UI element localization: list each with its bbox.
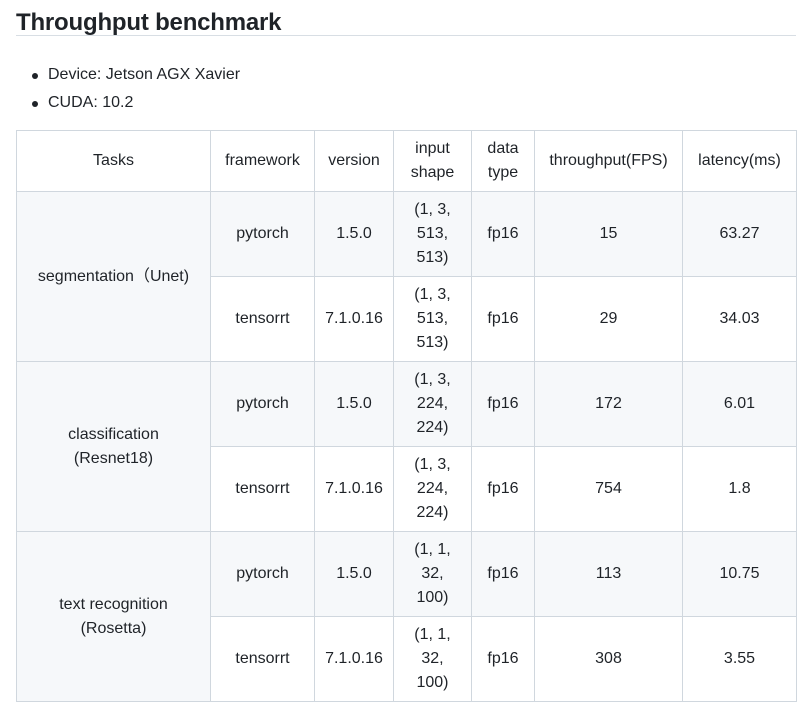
input-shape-line: 100) (416, 674, 449, 691)
input-shape-cell: (1, 1, 32, 100) (393, 531, 472, 617)
input-shape-cell: (1, 3, 224, 224) (393, 361, 472, 447)
input-shape-cell: (1, 3, 224, 224) (393, 446, 472, 532)
task-cell: text recognition (Rosetta) (16, 531, 211, 702)
task-cell: segmentation（Unet) (16, 191, 211, 362)
header-tasks: Tasks (16, 130, 211, 192)
framework-cell: tensorrt (210, 616, 315, 702)
latency-cell: 3.55 (682, 616, 797, 702)
table-header-row: Tasks framework version input shape data… (16, 130, 797, 192)
latency-cell: 10.75 (682, 531, 797, 617)
input-shape-line: 224) (416, 504, 449, 521)
throughput-cell: 308 (534, 616, 683, 702)
data-type-cell: fp16 (471, 361, 535, 447)
input-shape-line: 513) (416, 334, 449, 351)
data-type-cell: fp16 (471, 191, 535, 277)
input-shape-cell: (1, 3, 513, 513) (393, 191, 472, 277)
input-shape-cell: (1, 3, 513, 513) (393, 276, 472, 362)
input-shape-line: (1, 3, (414, 371, 451, 388)
header-input-shape-line: input (415, 140, 450, 157)
framework-cell: pytorch (210, 531, 315, 617)
latency-cell: 63.27 (682, 191, 797, 277)
input-shape-cell: (1, 1, 32, 100) (393, 616, 472, 702)
latency-cell: 1.8 (682, 446, 797, 532)
table-row: text recognition (Rosetta) pytorch 1.5.0… (16, 531, 797, 702)
header-version: version (314, 130, 394, 192)
input-shape-line: 513) (416, 249, 449, 266)
framework-cell: tensorrt (210, 276, 315, 362)
input-shape-line: (1, 1, (414, 541, 451, 558)
input-shape-line: 32, (421, 650, 444, 667)
task-model: (Resnet18) (73, 449, 154, 467)
spec-item-cuda: CUDA: 10.2 (31, 89, 240, 117)
header-data-type-line: type (487, 164, 519, 181)
version-cell: 7.1.0.16 (314, 446, 394, 532)
input-shape-line: (1, 3, (414, 201, 451, 218)
input-shape-line: (1, 1, (414, 626, 451, 643)
page-title: Throughput benchmark (16, 0, 796, 36)
spec-item-device: Device: Jetson AGX Xavier (31, 61, 240, 89)
input-shape-line: 224) (416, 419, 449, 436)
task-name: classification (68, 425, 159, 443)
version-cell: 1.5.0 (314, 191, 394, 277)
header-throughput: throughput(FPS) (534, 130, 683, 192)
throughput-cell: 15 (534, 191, 683, 277)
task-model: (Rosetta) (80, 619, 147, 637)
input-shape-line: 513, (416, 310, 449, 327)
table-row: classification (Resnet18) pytorch 1.5.0 … (16, 361, 797, 532)
header-data-type: data type (471, 130, 535, 192)
framework-cell: pytorch (210, 361, 315, 447)
data-type-cell: fp16 (471, 446, 535, 532)
input-shape-line: 224, (416, 480, 449, 497)
data-type-cell: fp16 (471, 531, 535, 617)
data-type-cell: fp16 (471, 276, 535, 362)
input-shape-line: (1, 3, (414, 286, 451, 303)
input-shape-line: 32, (421, 565, 444, 582)
header-framework: framework (210, 130, 315, 192)
task-cell: classification (Resnet18) (16, 361, 211, 532)
framework-cell: pytorch (210, 191, 315, 277)
latency-cell: 34.03 (682, 276, 797, 362)
document: Throughput benchmark Device: Jetson AGX … (16, 0, 797, 702)
version-cell: 7.1.0.16 (314, 616, 394, 702)
version-cell: 7.1.0.16 (314, 276, 394, 362)
input-shape-line: 513, (416, 225, 449, 242)
latency-cell: 6.01 (682, 361, 797, 447)
throughput-cell: 113 (534, 531, 683, 617)
data-type-cell: fp16 (471, 616, 535, 702)
throughput-cell: 754 (534, 446, 683, 532)
framework-cell: tensorrt (210, 446, 315, 532)
spec-list: Device: Jetson AGX Xavier CUDA: 10.2 (16, 61, 240, 117)
header-input-shape-line: shape (410, 164, 455, 181)
task-name: segmentation（Unet) (37, 267, 190, 285)
input-shape-line: 100) (416, 589, 449, 606)
throughput-cell: 29 (534, 276, 683, 362)
benchmark-table: Tasks framework version input shape data… (16, 130, 797, 702)
table-row: tensorrt 7.1.0.16 (1, 3, 513, 513) fp16 … (16, 276, 797, 362)
header-data-type-line: data (487, 140, 519, 157)
input-shape-line: (1, 3, (414, 456, 451, 473)
throughput-cell: 172 (534, 361, 683, 447)
input-shape-line: 224, (416, 395, 449, 412)
header-input-shape: input shape (393, 130, 472, 192)
table-row: segmentation（Unet) pytorch 1.5.0 (1, 3, … (16, 191, 797, 362)
version-cell: 1.5.0 (314, 361, 394, 447)
task-name: text recognition (59, 595, 168, 613)
version-cell: 1.5.0 (314, 531, 394, 617)
header-latency: latency(ms) (682, 130, 797, 192)
